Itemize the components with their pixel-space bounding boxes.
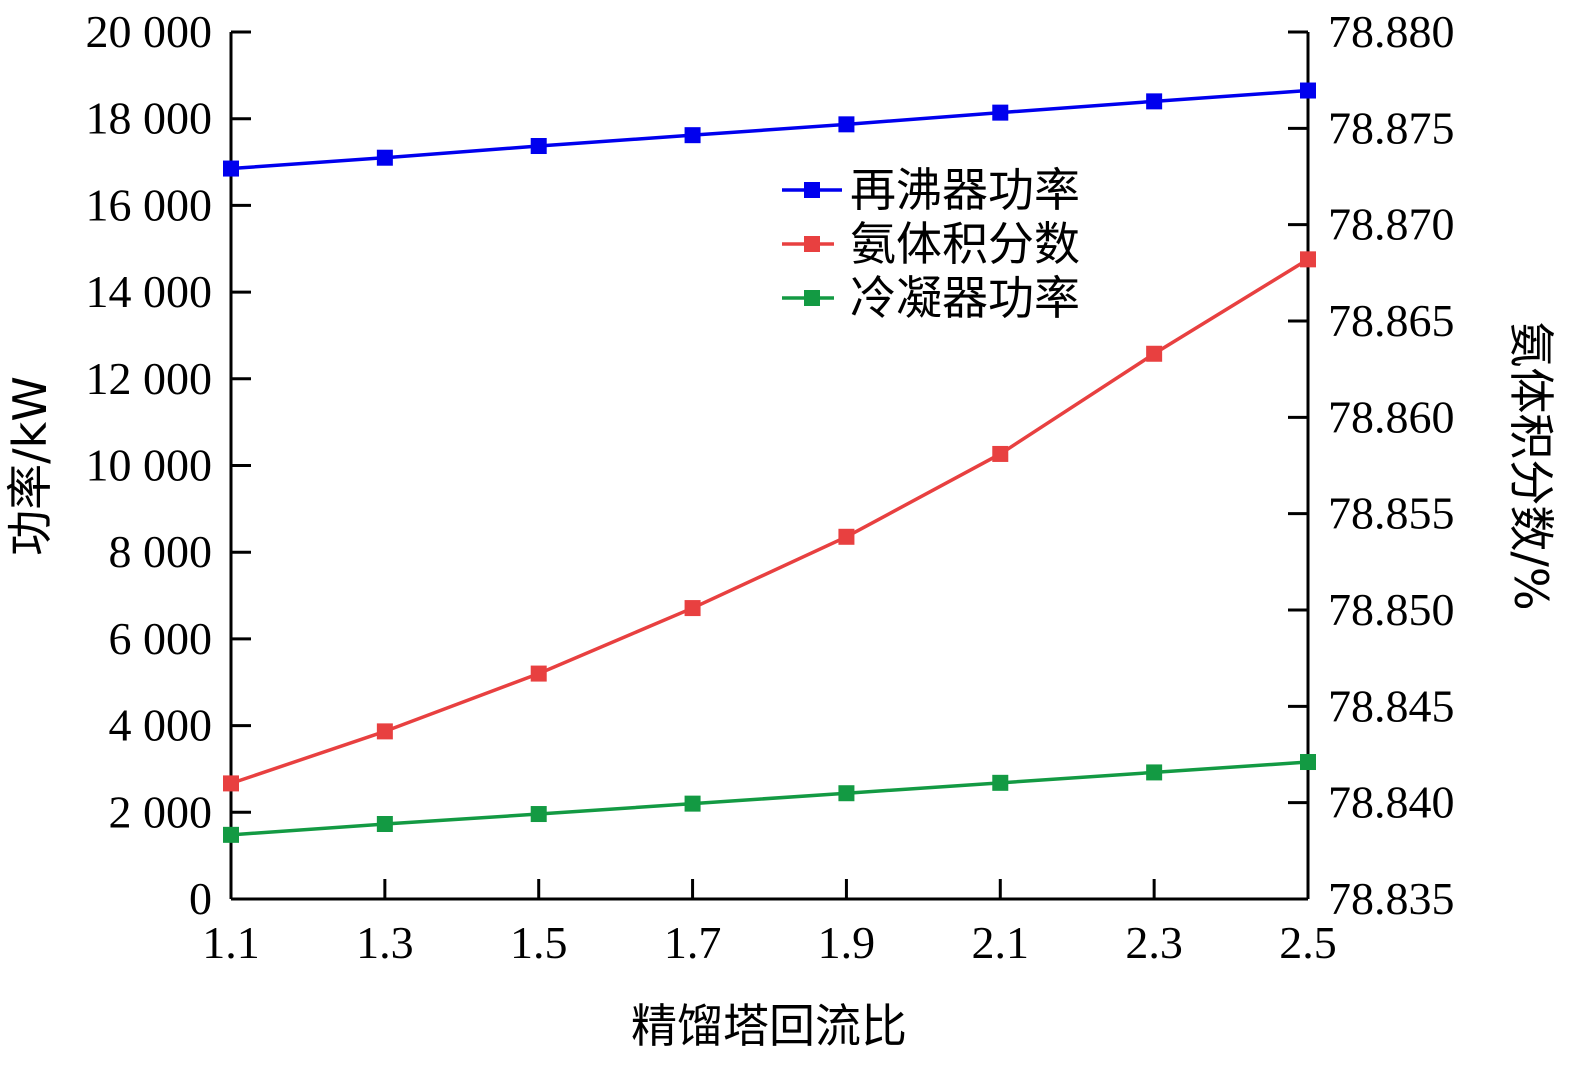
data-point-series-2 [684, 600, 701, 617]
y-tick-label: 8 000 [109, 526, 213, 577]
series-group [223, 82, 1316, 843]
x-tick-label: 1.7 [664, 917, 722, 968]
y-tick-label: 12 000 [86, 353, 213, 404]
data-point-series-3 [1300, 754, 1316, 771]
y-tick-label: 18 000 [86, 93, 213, 144]
x-tick-label: 1.3 [356, 917, 414, 968]
data-point-series-3 [223, 826, 239, 843]
y2-axis-title: 氨体积分数/% [1504, 321, 1558, 610]
y2-tick-label: 78.835 [1328, 873, 1455, 924]
data-point-series-2 [223, 775, 239, 792]
ticks: 1.1 1.3 1.5 1.7 1.9 2.1 2.3 2.5 0 2 000 4 000 6 000… [86, 6, 1455, 968]
data-point-series-1 [530, 138, 547, 155]
x-tick-label: 1.9 [818, 917, 876, 968]
y-tick-label: 10 000 [86, 440, 213, 491]
x-tick-label: 1.5 [510, 917, 568, 968]
y2-tick-label: 78.850 [1328, 584, 1455, 635]
legend-marker-3 [804, 290, 820, 306]
y-tick-label: 6 000 [109, 613, 213, 664]
data-point-series-1 [1300, 82, 1316, 99]
data-point-series-3 [992, 774, 1009, 791]
y-tick-label: 4 000 [109, 700, 213, 751]
data-point-series-2 [838, 528, 855, 545]
y-tick-label: 0 [189, 873, 212, 924]
legend-label-1: 再沸器功率 [850, 163, 1080, 217]
x-axis-title: 精馏塔回流比 [631, 999, 907, 1053]
y2-tick-label: 78.870 [1328, 199, 1455, 250]
data-point-series-1 [223, 160, 239, 177]
legend-marker-2 [804, 236, 820, 252]
x-tick-label: 1.1 [202, 917, 260, 968]
data-point-series-3 [530, 806, 547, 823]
y2-tick-label: 78.875 [1328, 102, 1455, 153]
data-point-series-2 [1300, 251, 1316, 268]
data-point-series-2 [530, 665, 547, 682]
x-tick-label: 2.1 [972, 917, 1030, 968]
data-point-series-1 [838, 116, 855, 133]
y-axis-title: 功率/kW [3, 376, 57, 556]
data-point-series-3 [838, 785, 855, 802]
data-point-series-3 [376, 816, 393, 833]
legend-marker-1 [804, 182, 820, 198]
y-tick-label: 16 000 [86, 179, 213, 230]
y2-tick-label: 78.845 [1328, 680, 1455, 731]
data-point-series-2 [992, 445, 1009, 462]
y2-tick-label: 78.880 [1328, 6, 1455, 57]
y-tick-label: 2 000 [109, 786, 213, 837]
legend-label-2: 氨体积分数 [850, 217, 1080, 271]
data-point-series-1 [1146, 93, 1163, 110]
legend-label-3: 冷凝器功率 [850, 271, 1080, 325]
x-tick-label: 2.5 [1279, 917, 1337, 968]
y-tick-label: 20 000 [86, 6, 213, 57]
data-point-series-2 [1146, 345, 1163, 362]
y2-tick-label: 78.860 [1328, 391, 1455, 442]
data-point-series-1 [376, 149, 393, 166]
y-tick-label: 14 000 [86, 266, 213, 317]
data-point-series-3 [1146, 764, 1163, 781]
series-line-3 [230, 760, 1309, 837]
y2-tick-label: 78.840 [1328, 777, 1455, 828]
data-point-series-3 [684, 795, 701, 812]
data-point-series-1 [992, 104, 1009, 121]
data-point-series-2 [376, 723, 393, 740]
x-tick-label: 2.3 [1125, 917, 1183, 968]
y2-tick-label: 78.855 [1328, 488, 1455, 539]
y2-tick-label: 78.865 [1328, 295, 1455, 346]
data-point-series-1 [684, 127, 701, 144]
series-line-2 [230, 257, 1309, 786]
series-line-1 [230, 88, 1309, 171]
